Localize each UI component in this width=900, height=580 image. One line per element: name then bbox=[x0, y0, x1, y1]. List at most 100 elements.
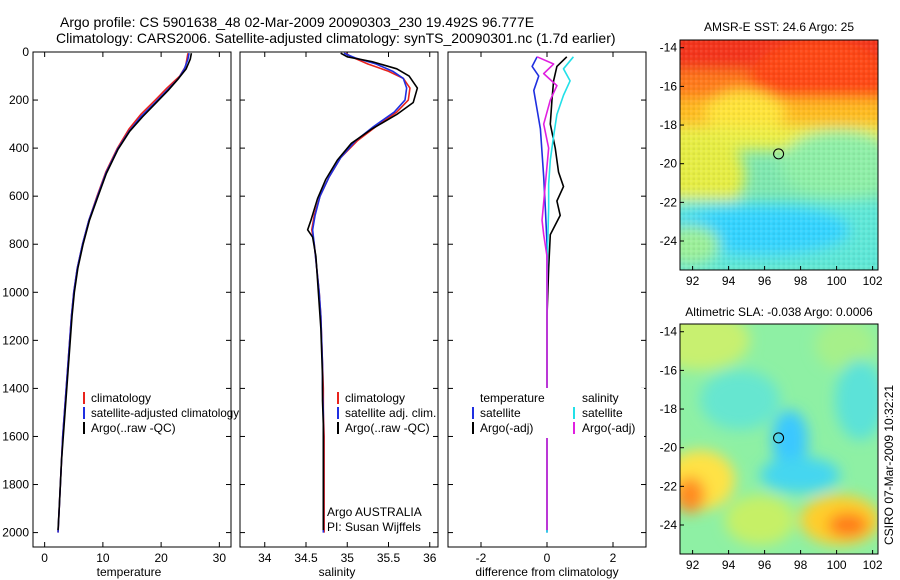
depth-tick-label: 800 bbox=[9, 237, 29, 251]
x-tick-label: 35.5 bbox=[377, 551, 401, 565]
sst-map-title: AMSR-E SST: 24.6 Argo: 25 bbox=[704, 20, 854, 34]
temperature-lines bbox=[57, 53, 193, 533]
sst-map-panel: AMSR-E SST: 24.6 Argo: 25 92 94 96 98 100 102… bbox=[660, 20, 883, 288]
figure-title-line2: Climatology: CARS2006. Satellite-adjuste… bbox=[56, 30, 616, 46]
sst-heatmap bbox=[680, 40, 878, 270]
salinity-axes-box bbox=[239, 51, 439, 548]
sla-map-y-ticks: -14 -16 -18 -20 -22 -24 bbox=[660, 325, 684, 532]
difference-lines bbox=[531, 56, 575, 533]
depth-tick-label: 600 bbox=[9, 189, 29, 203]
depth-tick-label: 400 bbox=[9, 141, 29, 155]
temperature-x-ticks: 0 10 20 30 bbox=[41, 52, 226, 565]
series-line-salinity-argo-adj- bbox=[536, 56, 558, 531]
map-y-tick-label: -16 bbox=[660, 79, 678, 93]
map-x-tick-label: 98 bbox=[794, 274, 808, 288]
x-tick-label: 0 bbox=[544, 551, 551, 565]
temperature-panel: 0 200 400 600 800 1000 1200 1400 1600 1800 2000 0 1… bbox=[2, 45, 239, 579]
x-tick-label: 20 bbox=[154, 551, 168, 565]
temperature-depth-ticks: 0 200 400 600 800 1000 1200 1400 1600 1800 2000 bbox=[2, 45, 231, 540]
depth-tick-label: 1800 bbox=[2, 478, 29, 492]
map-y-tick-label: -14 bbox=[660, 41, 678, 55]
difference-x-ticks: -2 0 2 bbox=[476, 52, 617, 565]
legend-item-temperature-satellite: satellite bbox=[480, 406, 521, 420]
map-x-tick-label: 96 bbox=[758, 558, 772, 572]
difference-legend: temperature satellite Argo(-adj) salinit… bbox=[468, 388, 644, 438]
sst-map-frame bbox=[679, 39, 879, 271]
map-x-tick-label: 100 bbox=[827, 558, 847, 572]
salinity-legend: climatology satellite adj. clim. Argo(..… bbox=[337, 391, 436, 435]
temperature-legend: climatology satellite-adjusted climatolo… bbox=[83, 391, 239, 435]
series-line-argo-raw-qc- bbox=[306, 52, 419, 531]
map-y-tick-label: -20 bbox=[660, 441, 678, 455]
map-x-tick-label: 96 bbox=[758, 274, 772, 288]
depth-tick-label: 2000 bbox=[2, 526, 29, 540]
depth-tick-label: 1200 bbox=[2, 333, 29, 347]
sla-map-x-ticks: 92 94 96 98 100 102 bbox=[686, 550, 883, 572]
depth-tick-label: 200 bbox=[9, 93, 29, 107]
map-x-tick-label: 102 bbox=[863, 558, 883, 572]
x-tick-label: 30 bbox=[213, 551, 227, 565]
salinity-annotation-line2: PI: Susan Wijffels bbox=[327, 520, 421, 534]
salinity-annotation-line1: Argo AUSTRALIA bbox=[327, 505, 422, 519]
side-timestamp-label: CSIRO 07-Mar-2009 10:32:21 bbox=[882, 385, 896, 545]
map-y-tick-label: -16 bbox=[660, 363, 678, 377]
map-x-tick-label: 92 bbox=[686, 274, 700, 288]
sla-argo-position-marker bbox=[773, 432, 785, 444]
x-tick-label: 36 bbox=[423, 551, 437, 565]
map-x-tick-label: 92 bbox=[686, 558, 700, 572]
figure-title-line1: Argo profile: CS 5901638_48 02-Mar-2009 … bbox=[60, 14, 534, 30]
sla-map-panel: Altimetric SLA: -0.038 Argo: 0.0006 92 94… bbox=[660, 305, 883, 572]
legend-background bbox=[468, 388, 644, 438]
salinity-panel: 34 34.5 35 35.5 36 climatology satellite adj… bbox=[239, 51, 439, 579]
map-x-tick-label: 94 bbox=[722, 274, 736, 288]
sla-heatmap bbox=[680, 324, 878, 554]
map-y-tick-label: -24 bbox=[660, 518, 678, 532]
temperature-x-label: temperature bbox=[97, 565, 162, 579]
temperature-axes-box bbox=[32, 51, 232, 548]
map-x-tick-label: 102 bbox=[863, 274, 883, 288]
x-tick-label: 0 bbox=[41, 551, 48, 565]
x-tick-label: 10 bbox=[96, 551, 110, 565]
depth-tick-label: 1400 bbox=[2, 381, 29, 395]
salinity-x-ticks: 34 34.5 35 35.5 36 bbox=[258, 52, 437, 565]
map-y-tick-label: -22 bbox=[660, 195, 678, 209]
legend-item-satellite: satellite adj. clim. bbox=[345, 406, 436, 420]
legend-item-salinity-argo: Argo(-adj) bbox=[582, 421, 635, 435]
sst-map-x-ticks: 92 94 96 98 100 102 bbox=[686, 266, 883, 288]
x-tick-label: 35 bbox=[341, 551, 355, 565]
sla-map-frame bbox=[679, 323, 879, 555]
difference-x-label: difference from climatology bbox=[475, 565, 618, 579]
series-line-argo-raw-qc- bbox=[57, 53, 193, 531]
sla-map-title: Altimetric SLA: -0.038 Argo: 0.0006 bbox=[685, 305, 873, 319]
legend-title-salinity: salinity bbox=[582, 391, 619, 405]
depth-tick-label: 1000 bbox=[2, 285, 29, 299]
salinity-depth-ticks bbox=[240, 51, 438, 534]
legend-item-climatology: climatology bbox=[345, 391, 405, 405]
legend-item-satellite-adjusted: satellite-adjusted climatology bbox=[91, 406, 239, 420]
legend-item-salinity-satellite: satellite bbox=[582, 406, 623, 420]
depth-tick-label: 1600 bbox=[2, 429, 29, 443]
map-y-tick-label: -14 bbox=[660, 325, 678, 339]
depth-tick-label: 0 bbox=[22, 45, 29, 59]
map-x-tick-label: 98 bbox=[794, 558, 808, 572]
map-x-tick-label: 100 bbox=[827, 274, 847, 288]
x-tick-label: -2 bbox=[476, 551, 487, 565]
salinity-lines bbox=[306, 52, 419, 533]
difference-panel: -2 0 2 temperature satellite Argo(-adj) sa… bbox=[447, 51, 647, 579]
x-tick-label: 34.5 bbox=[294, 551, 318, 565]
map-y-tick-label: -18 bbox=[660, 402, 678, 416]
legend-item-argo: Argo(..raw -QC) bbox=[345, 421, 430, 435]
map-y-tick-label: -20 bbox=[660, 157, 678, 171]
x-tick-label: 34 bbox=[258, 551, 272, 565]
legend-item-temperature-argo: Argo(-adj) bbox=[480, 421, 533, 435]
map-y-tick-label: -24 bbox=[660, 234, 678, 248]
map-x-tick-label: 94 bbox=[722, 558, 736, 572]
salinity-x-label: salinity bbox=[319, 565, 356, 579]
legend-title-temperature: temperature bbox=[480, 391, 545, 405]
map-y-tick-label: -22 bbox=[660, 479, 678, 493]
map-y-tick-label: -18 bbox=[660, 118, 678, 132]
sst-argo-position-marker bbox=[773, 148, 785, 160]
legend-item-climatology: climatology bbox=[91, 391, 151, 405]
sst-map-y-ticks: -14 -16 -18 -20 -22 -24 bbox=[660, 41, 684, 248]
